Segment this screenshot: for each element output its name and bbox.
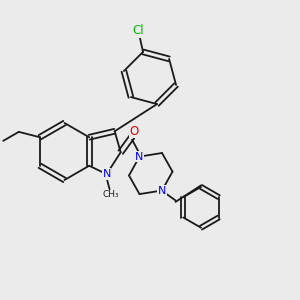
Text: O: O	[130, 125, 139, 138]
Text: N: N	[102, 169, 111, 179]
Text: CH₃: CH₃	[102, 190, 119, 199]
Text: Cl: Cl	[132, 24, 144, 37]
Text: N: N	[158, 185, 166, 196]
Text: N: N	[135, 152, 144, 162]
